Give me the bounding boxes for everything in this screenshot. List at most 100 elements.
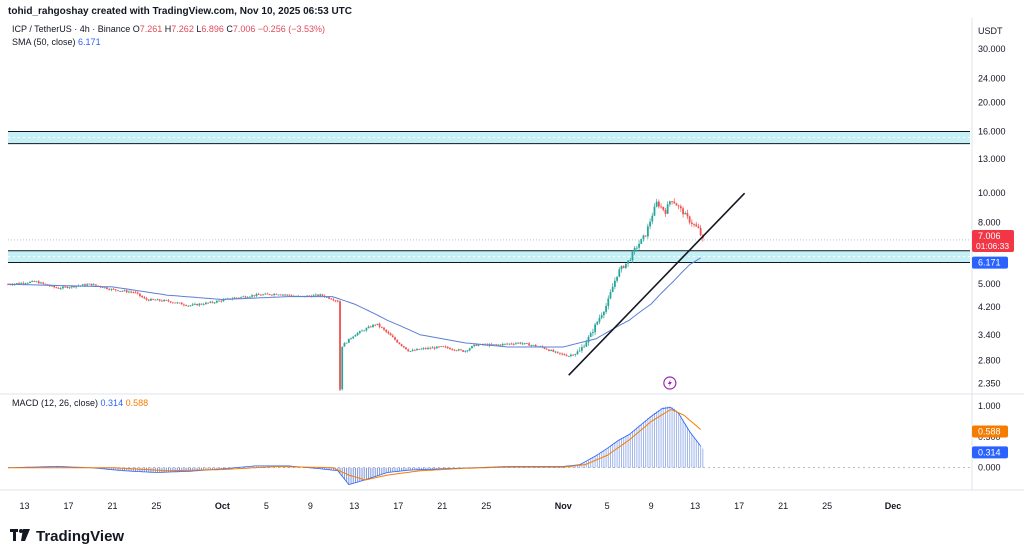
candle-body (662, 206, 665, 210)
candle-body (128, 291, 130, 293)
candle-body (141, 296, 144, 298)
macd-legend[interactable]: MACD (12, 26, close) 0.314 0.588 (12, 398, 148, 408)
symbol-label: ICP / TetherUS · 4h · Binance (12, 24, 131, 34)
candle-body (429, 347, 432, 349)
candle-body (600, 315, 603, 318)
macd-y-tick-label: 1.000 (978, 401, 1001, 411)
candle-body (385, 329, 388, 332)
candle-body (682, 208, 684, 215)
candle-body (642, 235, 645, 239)
candle-body (657, 201, 660, 207)
candle-body (361, 330, 363, 332)
candle-body (198, 303, 201, 306)
candle-body (567, 356, 570, 357)
candle-body (37, 281, 40, 284)
candle-body (581, 347, 583, 351)
candle-body (248, 296, 251, 298)
candle-body (435, 346, 438, 349)
candle-body (411, 349, 414, 352)
candle-body (613, 280, 616, 287)
symbol-legend[interactable]: ICP / TetherUS · 4h · Binance O7.261 H7.… (12, 24, 325, 34)
candle-body (237, 297, 240, 299)
candle-body (416, 348, 418, 351)
candle-body (119, 290, 122, 292)
candle-body (510, 343, 513, 345)
lines-layer (7, 192, 746, 390)
candle-body (154, 299, 157, 301)
candle-body (204, 302, 207, 305)
candle-body (407, 349, 410, 352)
candle-body (635, 247, 638, 249)
candle-body (158, 299, 161, 301)
candle-body (279, 294, 282, 296)
price-chart[interactable]: USDT 30.000 24.000 20.000 16.000 13.000 10.000… (0, 0, 1024, 520)
candle-body (26, 282, 29, 284)
candle-body (165, 299, 168, 301)
candle-body (132, 292, 135, 293)
candle-body (451, 349, 454, 351)
candle-body (163, 299, 166, 302)
candle-body (413, 349, 416, 351)
candle-body (622, 266, 625, 268)
candle-body (86, 284, 89, 286)
x-tick-label: 17 (63, 501, 73, 511)
candle-body (543, 347, 546, 349)
candle-body (29, 281, 31, 283)
candle-body (262, 294, 264, 296)
candle-body (686, 213, 689, 217)
candle-body (512, 343, 515, 345)
candle-body (200, 303, 203, 305)
candle-body (211, 301, 214, 303)
candle-body (697, 226, 700, 229)
x-tick-label: Nov (555, 501, 572, 511)
candle-body (380, 326, 383, 328)
tradingview-brand[interactable]: TradingView (10, 528, 124, 545)
ohlc-value-O: 7.261 (139, 24, 163, 34)
candle-body (268, 294, 271, 295)
candle-body (356, 333, 359, 336)
candle-body (587, 336, 590, 343)
candle-body (616, 276, 618, 281)
candle-body (156, 299, 159, 301)
candle-body (418, 348, 421, 350)
ohlc-value-H: 7.262 (171, 24, 194, 34)
candle-body (462, 350, 465, 352)
candle-body (319, 294, 322, 296)
candle-body (504, 343, 506, 345)
sma-legend[interactable]: SMA (50, close) 6.171 (12, 37, 101, 47)
candle-body (242, 296, 245, 298)
candle-body (88, 283, 91, 285)
ohlc-key-H: H (162, 24, 172, 34)
candle-body (55, 287, 58, 289)
candle-body (583, 346, 586, 348)
candle-body (73, 286, 75, 288)
candle-body (35, 281, 38, 283)
candle-body (328, 296, 330, 299)
x-tick-label: 5 (264, 501, 269, 511)
candle-body (215, 300, 218, 303)
candle-body (517, 342, 520, 344)
candle-body (499, 344, 502, 346)
candle-body (343, 343, 346, 347)
tradingview-logo-icon (10, 528, 30, 545)
candle-body (688, 216, 691, 223)
candle-body (442, 346, 445, 348)
x-tick-label: 17 (734, 501, 744, 511)
candle-body (350, 338, 352, 340)
macd-layer (7, 406, 704, 486)
candle-body (699, 228, 702, 236)
candle-body (110, 288, 113, 290)
candle-body (405, 347, 407, 350)
candle-body (497, 344, 500, 346)
x-tick-label: 21 (107, 501, 117, 511)
candle-body (112, 288, 115, 290)
candle-body (602, 311, 605, 316)
candle-body (565, 355, 568, 357)
candle-body (103, 287, 106, 289)
candle-body (664, 209, 667, 214)
candle-body (638, 243, 640, 248)
candle-body (620, 266, 623, 270)
candle-body (191, 304, 194, 306)
candle-body (471, 346, 473, 349)
